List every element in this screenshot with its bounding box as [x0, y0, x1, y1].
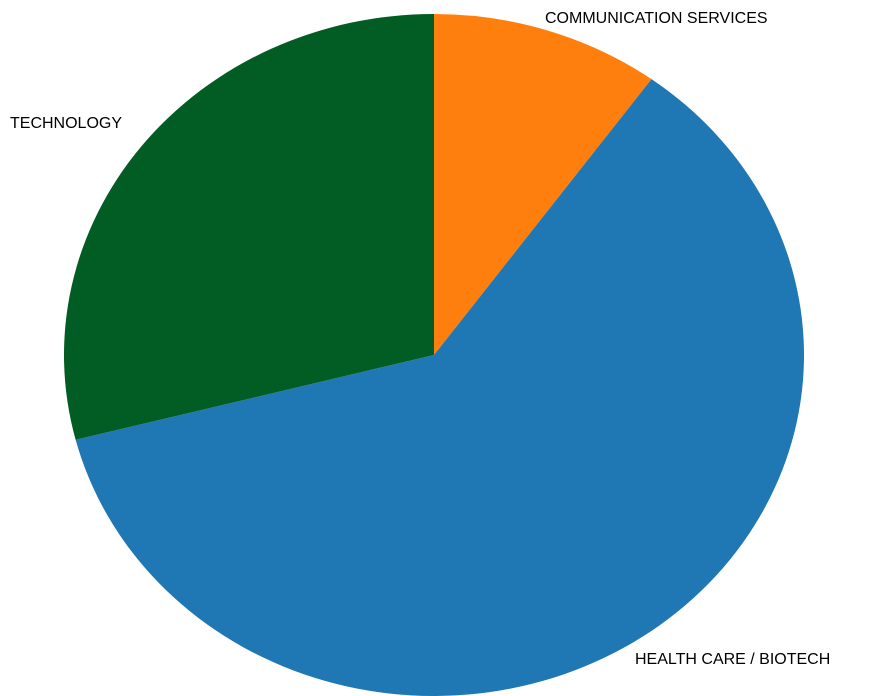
slice-label: COMMUNICATION SERVICES	[545, 10, 768, 27]
slice-label: TECHNOLOGY	[10, 115, 122, 132]
pie-slice-communication-services	[434, 14, 652, 355]
pie-slices	[63, 14, 804, 696]
slice-label: HEALTH CARE / BIOTECH	[635, 651, 830, 668]
pie-slice-technology	[63, 14, 434, 440]
pie-slice-health-care-biotech	[75, 79, 804, 696]
pie-labels: COMMUNICATION SERVICES HEALTH CARE / BIOT…	[10, 10, 830, 668]
